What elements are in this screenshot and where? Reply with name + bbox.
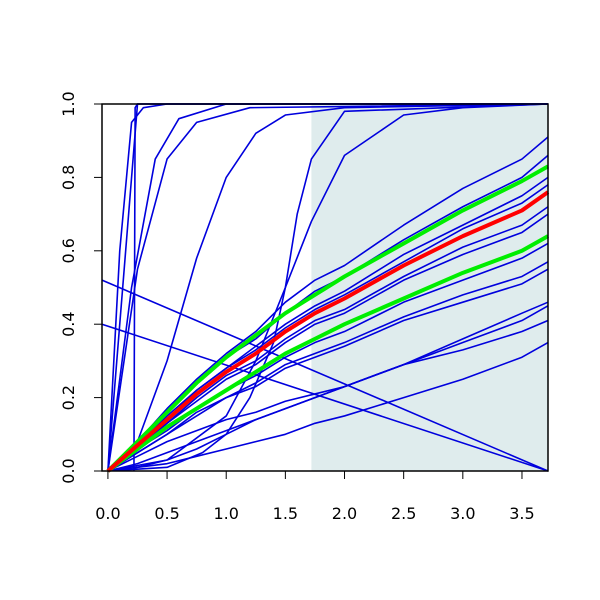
curve <box>101 323 549 472</box>
x-tick-label: 0.5 <box>154 504 179 523</box>
x-tick-label: 3.0 <box>450 504 475 523</box>
curve <box>107 103 549 472</box>
curve <box>106 164 549 473</box>
curve <box>107 341 549 472</box>
x-tick-label: 3.5 <box>509 504 534 523</box>
x-tick-label: 2.0 <box>332 504 357 523</box>
curve <box>107 305 549 472</box>
curve <box>106 190 550 473</box>
curve <box>101 279 549 472</box>
curve <box>107 176 549 472</box>
y-tick-label: 0.2 <box>59 385 78 410</box>
x-tick-label: 1.5 <box>273 504 298 523</box>
x-tick-label: 1.0 <box>213 504 238 523</box>
curve <box>107 319 549 472</box>
curve <box>107 136 549 472</box>
y-tick-label: 0.4 <box>59 311 78 336</box>
curve <box>107 103 549 472</box>
curve <box>107 242 549 472</box>
x-tick-label: 0.0 <box>95 504 120 523</box>
x-tick-label: 2.5 <box>391 504 416 523</box>
curve <box>106 234 549 473</box>
plot-frame <box>101 103 549 472</box>
y-tick-label: 0.0 <box>59 458 78 483</box>
curve <box>107 268 549 472</box>
y-tick-label: 0.8 <box>59 165 78 190</box>
curve <box>107 213 549 472</box>
y-tick-label: 1.0 <box>59 91 78 116</box>
y-tick-label: 0.6 <box>59 238 78 263</box>
curve <box>107 103 549 472</box>
